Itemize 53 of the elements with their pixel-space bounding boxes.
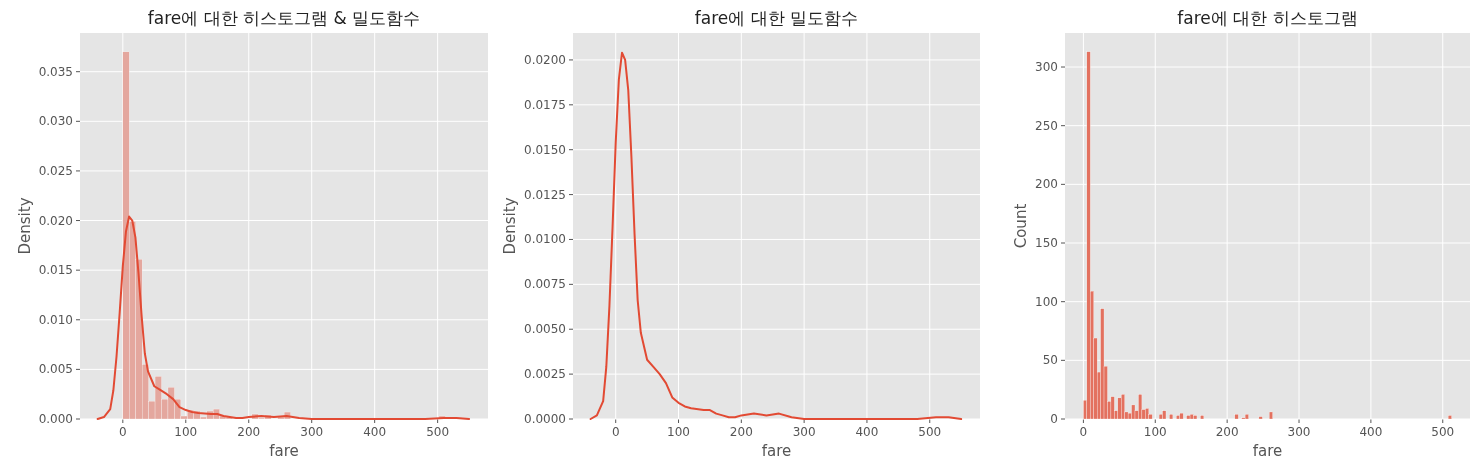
line-series <box>589 51 963 420</box>
y-tick-label: 0.005 <box>38 362 73 377</box>
chart-title: fare에 대한 밀도함수 <box>694 8 859 28</box>
x-tick-label: 200 <box>1215 425 1239 439</box>
x-tick-label: 400 <box>363 425 387 439</box>
x-tick-label: 300 <box>1287 425 1311 439</box>
x-tick-label: 500 <box>918 425 942 439</box>
y-tick-label: 0.0075 <box>524 277 566 292</box>
y-tick-label: 0.010 <box>38 312 73 327</box>
y-tick-label: 100 <box>1035 294 1058 309</box>
y-tick-label: 0.0025 <box>524 367 566 382</box>
y-tick-label: 0.000 <box>38 412 73 426</box>
y-tick-label: 150 <box>1035 236 1058 251</box>
x-tick-label: 100 <box>667 425 690 439</box>
x-tick-label: 300 <box>792 425 816 439</box>
y-tick-label: 0.0050 <box>524 322 566 337</box>
x-tick-label: 200 <box>237 425 261 439</box>
chart-title: fare에 대한 히스토그램 & 밀도함수 <box>147 8 421 28</box>
y-tick-label: 250 <box>1035 118 1058 133</box>
x-axis-title: fare <box>269 442 299 460</box>
y-tick-label: 0.0200 <box>524 52 566 67</box>
y-tick-label: 0.0100 <box>524 232 566 247</box>
y-tick-label: 0.0175 <box>524 97 566 112</box>
y-tick-label: 300 <box>1035 60 1058 75</box>
x-tick-label: 0 <box>611 425 620 439</box>
y-tick-label: 0.025 <box>38 163 73 178</box>
x-tick-label: 200 <box>729 425 753 439</box>
y-tick-label: 0.0125 <box>524 187 566 202</box>
x-tick-label: 100 <box>174 425 198 439</box>
y-tick-label: 0.015 <box>38 263 73 278</box>
x-tick-label: 400 <box>855 425 879 439</box>
chart-title: fare에 대한 히스토그램 <box>1177 8 1358 28</box>
y-axis-title: Density <box>15 197 34 255</box>
y-tick-label: 50 <box>1042 353 1058 368</box>
y-axis-title: Density <box>501 197 519 255</box>
y-axis-title: Count <box>1012 203 1031 249</box>
y-tick-label: 0.0150 <box>524 142 566 157</box>
x-tick-label: 500 <box>1431 425 1455 439</box>
y-tick-label: 0.0000 <box>524 412 566 426</box>
x-tick-label: 0 <box>118 425 127 439</box>
x-tick-label: 0 <box>1079 425 1088 439</box>
y-tick-label: 0 <box>1050 412 1058 426</box>
y-tick-label: 200 <box>1035 177 1058 192</box>
y-tick-label: 0.035 <box>38 64 73 79</box>
x-tick-label: 500 <box>426 425 450 439</box>
x-tick-label: 100 <box>1143 425 1167 439</box>
y-tick-label: 0.030 <box>38 114 73 129</box>
x-axis-title: fare <box>1252 442 1283 460</box>
x-axis-title: fare <box>761 442 792 460</box>
y-tick-label: 0.020 <box>38 213 73 228</box>
x-tick-label: 400 <box>1359 425 1383 439</box>
line-series <box>96 215 471 420</box>
x-tick-label: 300 <box>300 425 324 439</box>
